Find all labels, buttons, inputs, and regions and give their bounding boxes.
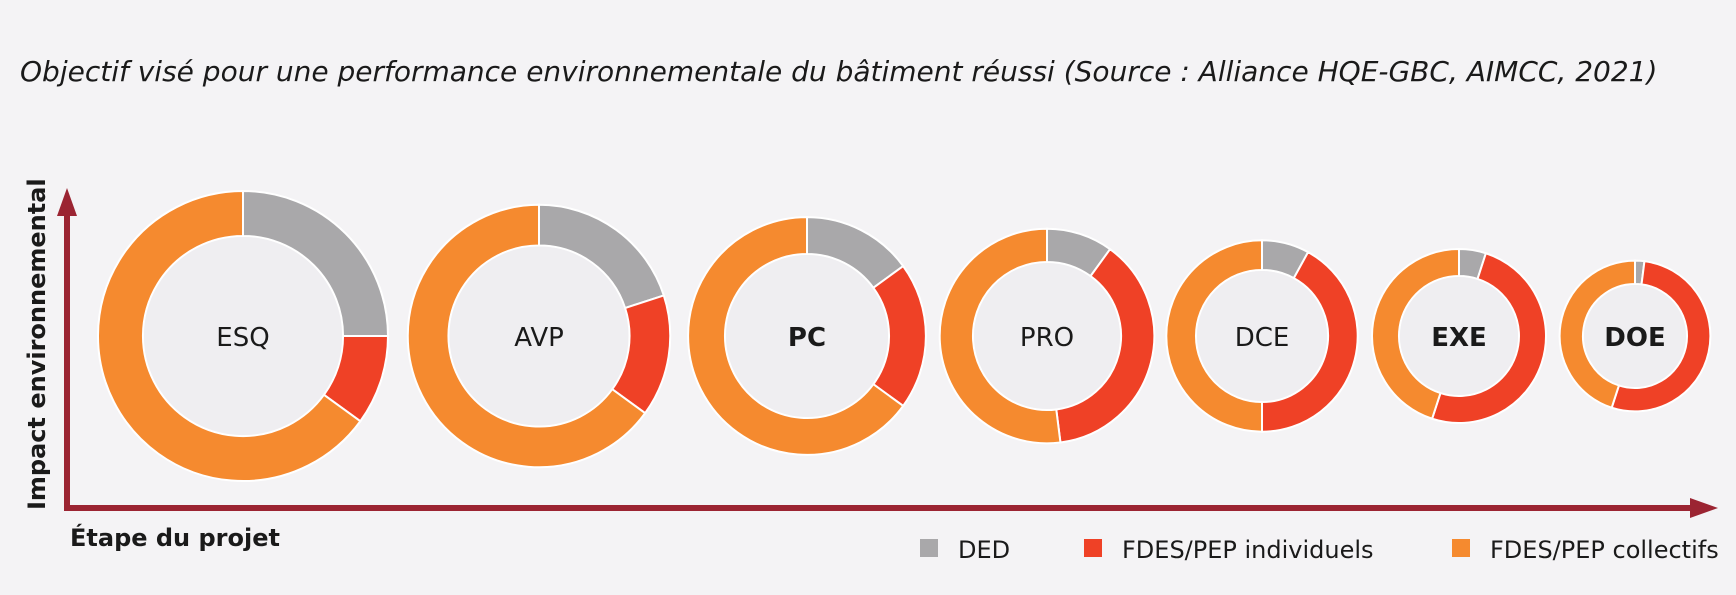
slice-doe-fdes-pep-individuels — [1610, 260, 1712, 413]
axes — [57, 188, 1718, 518]
donut-esq: ESQ — [97, 189, 390, 482]
legend-swatch-fdes-pep-collectifs — [1452, 539, 1470, 557]
legend-label-fdes-pep-collectifs: FDES/PEP collectifs — [1490, 536, 1719, 564]
donut-pro: PRO — [938, 227, 1156, 445]
donut-center-pro — [973, 262, 1121, 410]
legend: DED FDES/PEP individuels FDES/PEP collecti… — [920, 536, 1719, 564]
x-axis-arrow — [1690, 498, 1718, 518]
legend-label-ded: DED — [958, 536, 1010, 564]
legend-swatch-ded — [920, 539, 938, 557]
x-axis-label: Étape du projet — [70, 523, 280, 552]
legend-item-fdes-pep-collectifs: FDES/PEP collectifs — [1452, 536, 1719, 564]
donut-center-esq — [143, 236, 343, 436]
category-label-pc: PC — [788, 323, 826, 353]
donut-center-avp — [449, 246, 629, 426]
slice-doe-fdes-pep-collectifs — [1558, 259, 1636, 409]
y-axis-arrow — [57, 188, 77, 216]
category-label-doe: DOE — [1604, 323, 1665, 353]
slice-esq-fdes-pep-collectifs — [97, 189, 362, 482]
donut-group: ESQ AVP PC PRO DCE EXE DOE — [97, 189, 1712, 482]
legend-item-fdes-pep-individuels: FDES/PEP individuels — [1084, 536, 1374, 564]
donut-doe: DOE — [1558, 259, 1712, 413]
donut-exe: EXE — [1371, 247, 1547, 424]
donut-center-dce — [1196, 270, 1328, 402]
slice-avp-fdes-pep-collectifs — [406, 203, 647, 469]
category-label-esq: ESQ — [216, 323, 269, 353]
donut-center-exe — [1399, 276, 1519, 396]
donut-center-pc — [725, 254, 889, 418]
category-label-pro: PRO — [1020, 323, 1074, 353]
slice-dce-fdes-pep-collectifs — [1165, 239, 1263, 433]
slice-pc-fdes-pep-collectifs — [687, 216, 905, 456]
donut-center-doe — [1583, 284, 1687, 388]
chart-title: Objectif visé pour une performance envir… — [20, 55, 1657, 88]
legend-swatch-fdes-pep-individuels — [1084, 539, 1102, 557]
category-label-avp: AVP — [514, 323, 564, 353]
donut-avp: AVP — [406, 203, 672, 469]
slice-exe-fdes-pep-individuels — [1430, 251, 1547, 424]
slice-exe-fdes-pep-collectifs — [1371, 247, 1460, 421]
slice-dce-fdes-pep-individuels — [1261, 250, 1359, 433]
slice-pro-fdes-pep-individuels — [1055, 247, 1156, 444]
slice-pro-fdes-pep-collectifs — [938, 227, 1062, 445]
donut-dce: DCE — [1165, 239, 1359, 433]
legend-label-fdes-pep-individuels: FDES/PEP individuels — [1122, 536, 1374, 564]
category-label-exe: EXE — [1431, 323, 1487, 353]
donut-pc: PC — [687, 216, 927, 456]
category-label-dce: DCE — [1235, 323, 1290, 353]
y-axis-label: Impact environnemental — [23, 178, 51, 510]
legend-item-ded: DED — [920, 536, 1010, 564]
